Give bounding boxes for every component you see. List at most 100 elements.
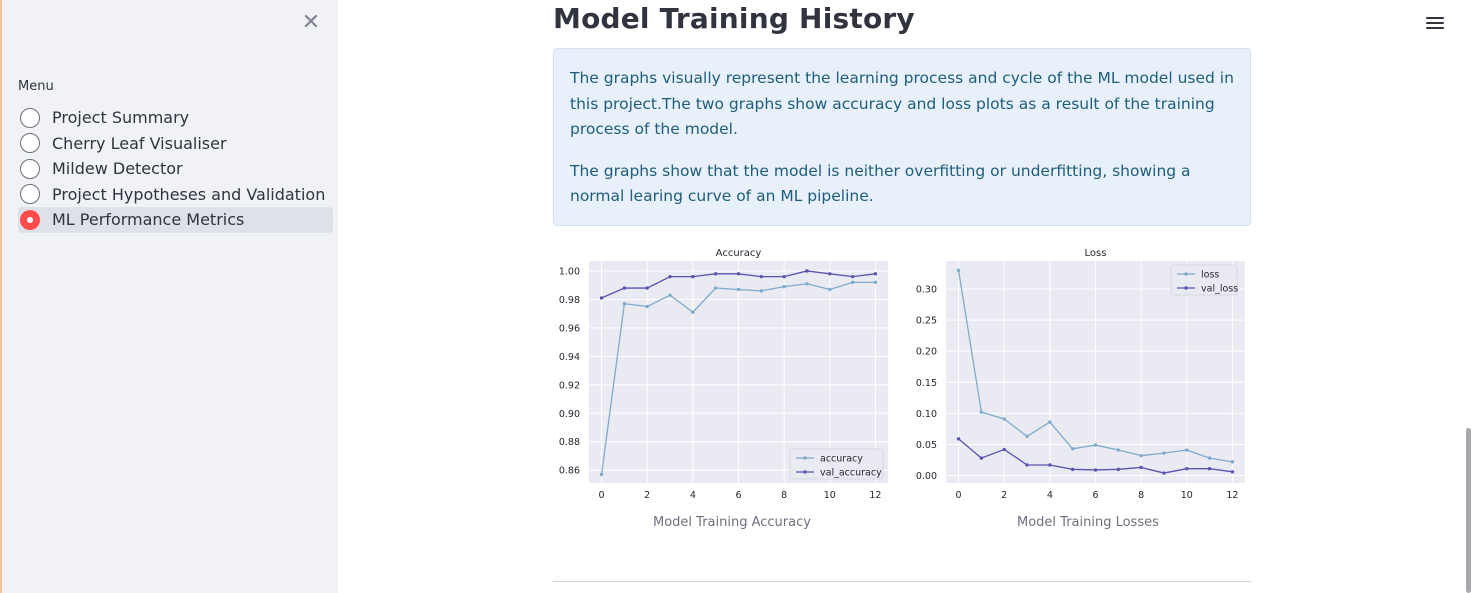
data-point-loss xyxy=(1002,417,1006,421)
menu-item-label: Project Summary xyxy=(52,108,190,128)
data-point-val_loss xyxy=(1230,470,1235,474)
y-tick-label: 0.86 xyxy=(559,466,580,477)
radio-button[interactable] xyxy=(20,107,40,128)
x-tick-label: 10 xyxy=(824,490,836,501)
data-point-val_accuracy xyxy=(713,272,718,276)
y-tick-label: 0.15 xyxy=(916,378,937,389)
menu-item-label: Project Hypotheses and Validation xyxy=(52,184,326,204)
chart-title: Loss xyxy=(1085,248,1107,259)
data-point-accuracy xyxy=(622,301,627,306)
data-point-accuracy xyxy=(805,282,809,286)
data-point-val_loss xyxy=(1048,463,1052,467)
data-point-accuracy xyxy=(828,287,832,292)
data-point-val_loss xyxy=(1139,465,1143,470)
data-point-val_accuracy xyxy=(599,296,604,300)
data-point-loss xyxy=(1116,448,1121,452)
data-point-accuracy xyxy=(713,286,718,290)
data-point-loss xyxy=(1185,448,1189,452)
y-tick-label: 0.05 xyxy=(916,440,937,451)
hamburger-menu-icon xyxy=(1426,17,1444,19)
losses-caption: Model Training Losses xyxy=(1017,515,1159,530)
data-point-val_accuracy xyxy=(691,274,695,279)
data-point-val_loss xyxy=(1185,466,1189,471)
data-point-accuracy xyxy=(736,287,741,292)
x-tick-label: 8 xyxy=(1138,490,1144,501)
data-point-val_accuracy xyxy=(805,269,809,273)
data-point-accuracy xyxy=(645,304,649,309)
x-tick-label: 4 xyxy=(1047,490,1053,501)
data-point-accuracy xyxy=(873,280,878,285)
menu-item-project-hypotheses[interactable]: Project Hypotheses and Validation xyxy=(18,182,333,208)
data-point-loss xyxy=(1093,443,1098,447)
accuracy-chart-container: Accuracy 0 2 4 6 8 10 12 0.86 0.88 0.90 0.92 0.94 0.9… xyxy=(553,242,893,512)
info-paragraph: The graphs show that the model is neithe… xyxy=(570,161,1191,206)
y-tick-label: 0.25 xyxy=(916,316,937,327)
data-point-accuracy xyxy=(599,472,604,477)
legend-marker xyxy=(1184,286,1188,290)
menu-item-ml-performance-metrics[interactable]: ML Performance Metrics xyxy=(18,207,334,233)
data-point-loss xyxy=(1048,420,1052,424)
data-point-accuracy xyxy=(668,293,672,297)
x-tick-label: 2 xyxy=(1001,490,1007,501)
data-point-accuracy xyxy=(759,289,764,293)
x-tick-label: 0 xyxy=(956,490,962,501)
y-tick-label: 1.00 xyxy=(559,266,580,277)
data-point-val_accuracy xyxy=(668,274,672,279)
accuracy-chart: Accuracy 0 2 4 6 8 10 12 0.86 0.88 0.90 0.92 0.94 0.9… xyxy=(559,248,888,501)
close-icon: ✕ xyxy=(301,10,321,35)
legend-label: loss xyxy=(1201,270,1219,281)
data-point-loss xyxy=(979,410,984,414)
legend-marker xyxy=(803,470,807,474)
menu-item-mildew-detector[interactable]: Mildew Detector xyxy=(18,156,333,182)
scrollbar-thumb[interactable] xyxy=(1466,428,1471,593)
data-point-val_loss xyxy=(1093,468,1098,472)
legend-marker xyxy=(803,456,807,460)
y-tick-label: 0.96 xyxy=(559,323,580,334)
y-tick-label: 0.00 xyxy=(916,471,937,482)
radio-button[interactable] xyxy=(20,133,40,154)
data-point-val_accuracy xyxy=(828,272,832,276)
sidebar-accent-strip xyxy=(0,0,2,593)
data-point-accuracy xyxy=(691,310,695,314)
data-point-val_accuracy xyxy=(645,286,649,290)
data-point-val_loss xyxy=(1162,471,1166,475)
data-point-loss xyxy=(1207,456,1212,460)
legend-marker xyxy=(1184,272,1188,276)
data-point-val_loss xyxy=(1207,466,1212,471)
data-point-val_loss xyxy=(979,456,984,460)
loss-chart: Loss 0 2 4 6 8 10 12 0.00 0.05 0.10 0.15 0.20 0.25 0.3… xyxy=(916,248,1245,501)
close-sidebar-button[interactable]: ✕ xyxy=(300,12,322,34)
data-point-loss xyxy=(1230,460,1235,464)
radio-button-selected[interactable] xyxy=(20,209,40,230)
x-tick-label: 12 xyxy=(1226,490,1238,501)
data-point-accuracy xyxy=(782,284,786,289)
legend-label: val_accuracy xyxy=(820,468,882,479)
data-point-loss xyxy=(1070,447,1075,451)
menu-item-label: Mildew Detector xyxy=(52,159,183,179)
data-point-val_loss xyxy=(1025,463,1029,467)
radio-button[interactable] xyxy=(20,158,40,179)
legend-label: accuracy xyxy=(820,454,863,465)
menu-item-project-summary[interactable]: Project Summary xyxy=(18,105,333,131)
data-point-val_loss xyxy=(956,437,961,441)
data-point-loss xyxy=(1162,451,1166,455)
y-tick-label: 0.88 xyxy=(559,437,580,448)
x-tick-label: 8 xyxy=(781,490,787,501)
chart-title: Accuracy xyxy=(716,248,762,259)
info-paragraph: The graphs visually represent the learni… xyxy=(570,69,1234,138)
main-menu-button[interactable] xyxy=(1426,14,1444,32)
x-tick-label: 4 xyxy=(690,490,696,501)
x-tick-label: 0 xyxy=(599,490,605,501)
menu-item-label: ML Performance Metrics xyxy=(52,210,245,230)
data-point-val_accuracy xyxy=(622,286,627,290)
data-point-val_loss xyxy=(1070,467,1075,472)
x-tick-label: 6 xyxy=(1092,490,1098,501)
sidebar: ✕ Menu Project Summary Cherry Leaf Visua… xyxy=(2,0,338,593)
x-tick-label: 12 xyxy=(869,490,881,501)
radio-button[interactable] xyxy=(20,184,40,205)
data-point-val_loss xyxy=(1116,467,1121,472)
data-point-loss xyxy=(956,268,961,273)
data-point-accuracy xyxy=(850,280,855,285)
data-point-val_accuracy xyxy=(782,274,786,279)
menu-item-cherry-leaf-visualiser[interactable]: Cherry Leaf Visualiser xyxy=(18,131,333,157)
